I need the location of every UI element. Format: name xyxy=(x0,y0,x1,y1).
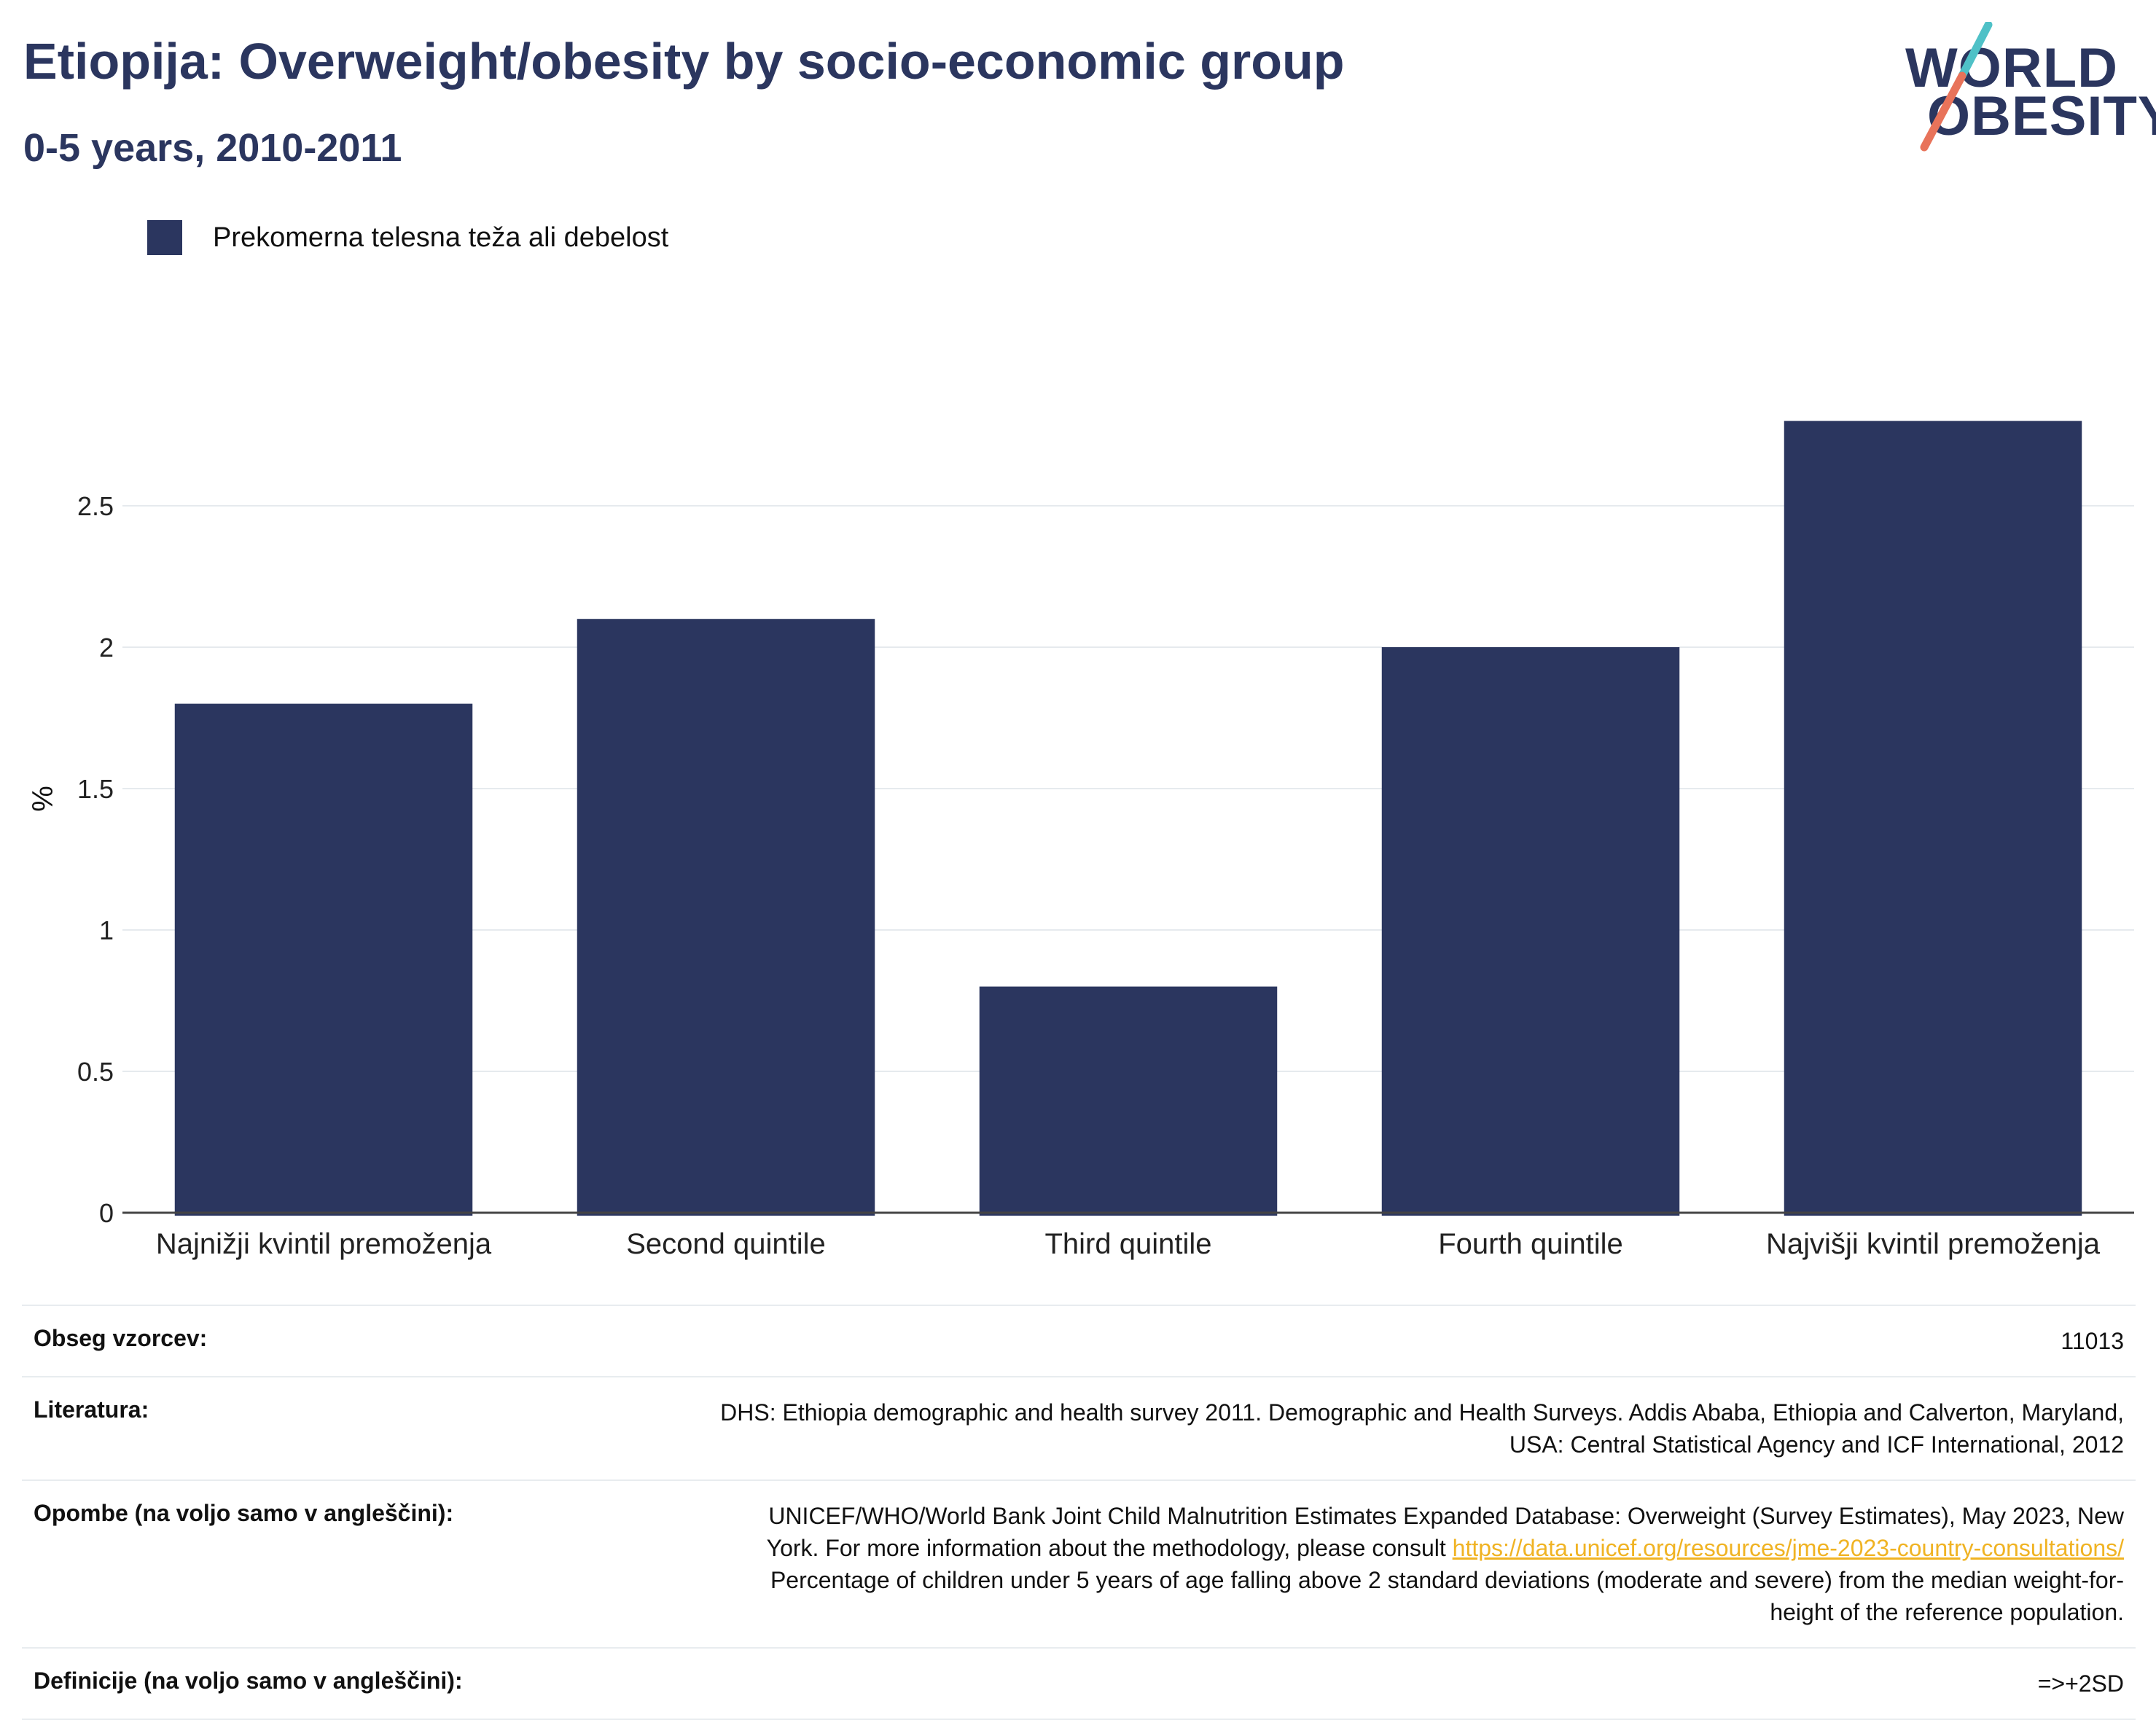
y-axis-title: % xyxy=(27,786,59,812)
notes-link[interactable]: https://data.unicef.org/resources/jme-20… xyxy=(1452,1535,2124,1561)
bar xyxy=(174,703,473,1216)
bar xyxy=(1784,421,2082,1216)
y-tick-label: 2 xyxy=(99,633,114,662)
literature-line-2: USA: Central Statistical Agency and ICF … xyxy=(1509,1431,2124,1458)
bar xyxy=(577,619,875,1216)
literature-line-1: DHS: Ethiopia demographic and health sur… xyxy=(720,1399,2124,1426)
bar-chart: 0 0.5 1 1.5 2 2.5 Najnižji kvintil premoženja… xyxy=(27,421,2134,1260)
notes-line-3: Percentage of children under 5 years of … xyxy=(770,1567,2124,1593)
x-tick-label: Third quintile xyxy=(1044,1228,1211,1260)
bars xyxy=(174,421,2082,1216)
page-title: Etiopija: Overweight/obesity by socio-ec… xyxy=(23,33,1345,90)
legend-label: Prekomerna telesna teža ali debelost xyxy=(213,222,669,253)
definitions-label: Definicije (na voljo samo v angleščini): xyxy=(34,1668,463,1694)
x-tick-label: Second quintile xyxy=(626,1228,826,1260)
y-axis-ticks: 0 0.5 1 1.5 2 2.5 xyxy=(77,491,114,1228)
definitions-value: =>+2SD xyxy=(2037,1670,2124,1697)
logo-text-world: WORLD xyxy=(1905,37,2119,99)
notes-label: Opombe (na voljo samo v angleščini): xyxy=(34,1500,454,1526)
bar xyxy=(979,986,1278,1216)
notes-value: UNICEF/WHO/World Bank Joint Child Malnut… xyxy=(558,1480,2136,1648)
y-tick-label: 1.5 xyxy=(77,774,114,804)
x-tick-label: Najnižji kvintil premoženja xyxy=(156,1228,492,1260)
chart-legend: Prekomerna telesna teža ali debelost xyxy=(147,220,668,255)
info-row-sample: Obseg vzorcev: 11013 xyxy=(22,1305,2136,1377)
y-tick-label: 0 xyxy=(99,1198,114,1228)
y-tick-label: 2.5 xyxy=(77,491,114,521)
y-tick-label: 0.5 xyxy=(77,1057,114,1087)
info-row-notes: Opombe (na voljo samo v angleščini): UNI… xyxy=(22,1480,2136,1648)
sample-value: 11013 xyxy=(2061,1328,2124,1354)
x-axis-ticks: Najnižji kvintil premoženja Second quinti… xyxy=(156,1228,2101,1260)
info-table: Obseg vzorcev: 11013 Literatura: DHS: Et… xyxy=(22,1305,2136,1720)
page-subtitle: 0-5 years, 2010-2011 xyxy=(23,126,402,170)
info-row-literature: Literatura: DHS: Ethiopia demographic an… xyxy=(22,1377,2136,1480)
notes-line-1: UNICEF/WHO/World Bank Joint Child Malnut… xyxy=(768,1503,2124,1529)
literature-value: DHS: Ethiopia demographic and health sur… xyxy=(558,1377,2136,1480)
notes-line-4: height of the reference population. xyxy=(1770,1599,2124,1625)
sample-label: Obseg vzorcev: xyxy=(34,1325,208,1351)
notes-line-2: York. For more information about the met… xyxy=(766,1535,1446,1561)
info-row-definitions: Definicije (na voljo samo v angleščini):… xyxy=(22,1648,2136,1719)
literature-label: Literatura: xyxy=(34,1396,149,1423)
x-tick-label: Najvišji kvintil premoženja xyxy=(1766,1228,2101,1260)
logo-slash-icon xyxy=(1920,22,1993,152)
world-obesity-logo: WORLD OBESITY xyxy=(1895,22,2156,153)
logo-text-obesity: OBESITY xyxy=(1927,85,2156,147)
bar xyxy=(1381,647,1680,1216)
y-tick-label: 1 xyxy=(99,915,114,945)
x-tick-label: Fourth quintile xyxy=(1438,1228,1622,1260)
legend-swatch xyxy=(147,220,182,255)
